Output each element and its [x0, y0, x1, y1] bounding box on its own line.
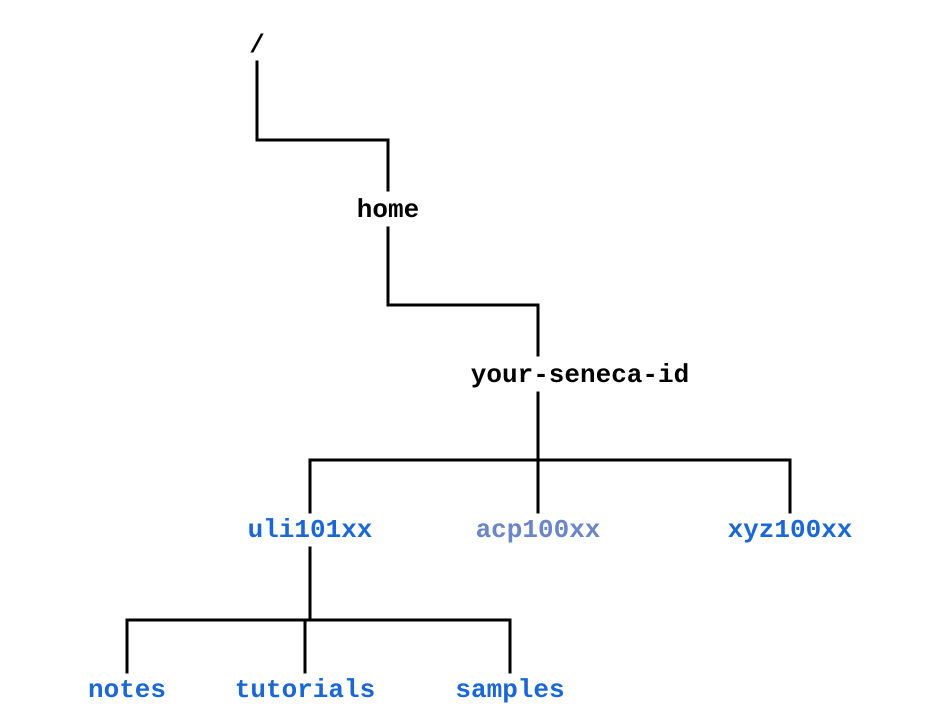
tree-node-tutorials: tutorials	[235, 675, 375, 705]
tree-edge	[257, 62, 388, 190]
tree-node-notes: notes	[88, 675, 166, 705]
tree-node-root: /	[249, 30, 265, 60]
tree-node-samples: samples	[455, 675, 564, 705]
tree-node-home: home	[357, 195, 419, 225]
tree-node-seneca: your-seneca-id	[471, 360, 689, 390]
tree-nodes: / home your-seneca-id uli101xx acp100xx xyz10…	[88, 30, 852, 705]
tree-node-xyz: xyz100xx	[728, 515, 853, 545]
tree-node-acp: acp100xx	[476, 515, 601, 545]
tree-edge	[388, 228, 538, 355]
tree-edges	[127, 62, 790, 672]
tree-node-uli: uli101xx	[248, 515, 373, 545]
directory-tree-diagram: / home your-seneca-id uli101xx acp100xx xyz10…	[0, 0, 942, 724]
